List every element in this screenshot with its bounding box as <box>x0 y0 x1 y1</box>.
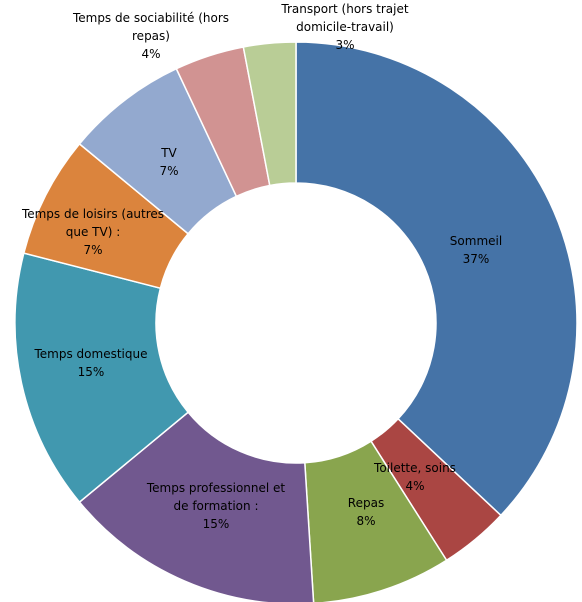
slice-5-label: Temps de loisirs (autres <box>21 207 164 221</box>
slice-8-label: Transport (hors trajet <box>280 2 408 16</box>
slice-2-label: Repas <box>348 496 384 510</box>
slice-5-label: que TV) : <box>66 225 121 239</box>
slice-3 <box>78 411 315 602</box>
slice-2 <box>303 440 448 602</box>
slice-5-percent-label: 7% <box>83 243 102 257</box>
slice-8-label: domicile-travail) <box>296 20 394 34</box>
slice-3-percent-label: 15% <box>203 517 230 531</box>
slice-7-label: Temps de sociabilité (hors <box>72 11 229 25</box>
slice-7-percent-label: 4% <box>141 47 160 61</box>
slice-2-percent-label: 8% <box>356 514 375 528</box>
slice-0-percent-label: 37% <box>463 252 490 266</box>
slice-3-label: Temps professionnel et <box>146 481 286 495</box>
slice-1-percent-label: 4% <box>405 479 424 493</box>
slice-7-label: repas) <box>132 29 170 43</box>
slice-6-percent-label: 7% <box>159 164 178 178</box>
slice-4-label: Temps domestique <box>34 347 148 361</box>
slice-0 <box>295 41 578 517</box>
slice-8-percent-label: 3% <box>335 38 354 52</box>
slice-8 <box>242 41 297 187</box>
slice-1-label: Toilette, soins <box>373 461 456 475</box>
slice-4 <box>14 252 190 504</box>
slice-4-percent-label: 15% <box>78 365 105 379</box>
slice-6-label: TV <box>160 146 177 160</box>
slice-0-label: Sommeil <box>450 234 502 248</box>
slice-3-label: de formation : <box>174 499 259 513</box>
